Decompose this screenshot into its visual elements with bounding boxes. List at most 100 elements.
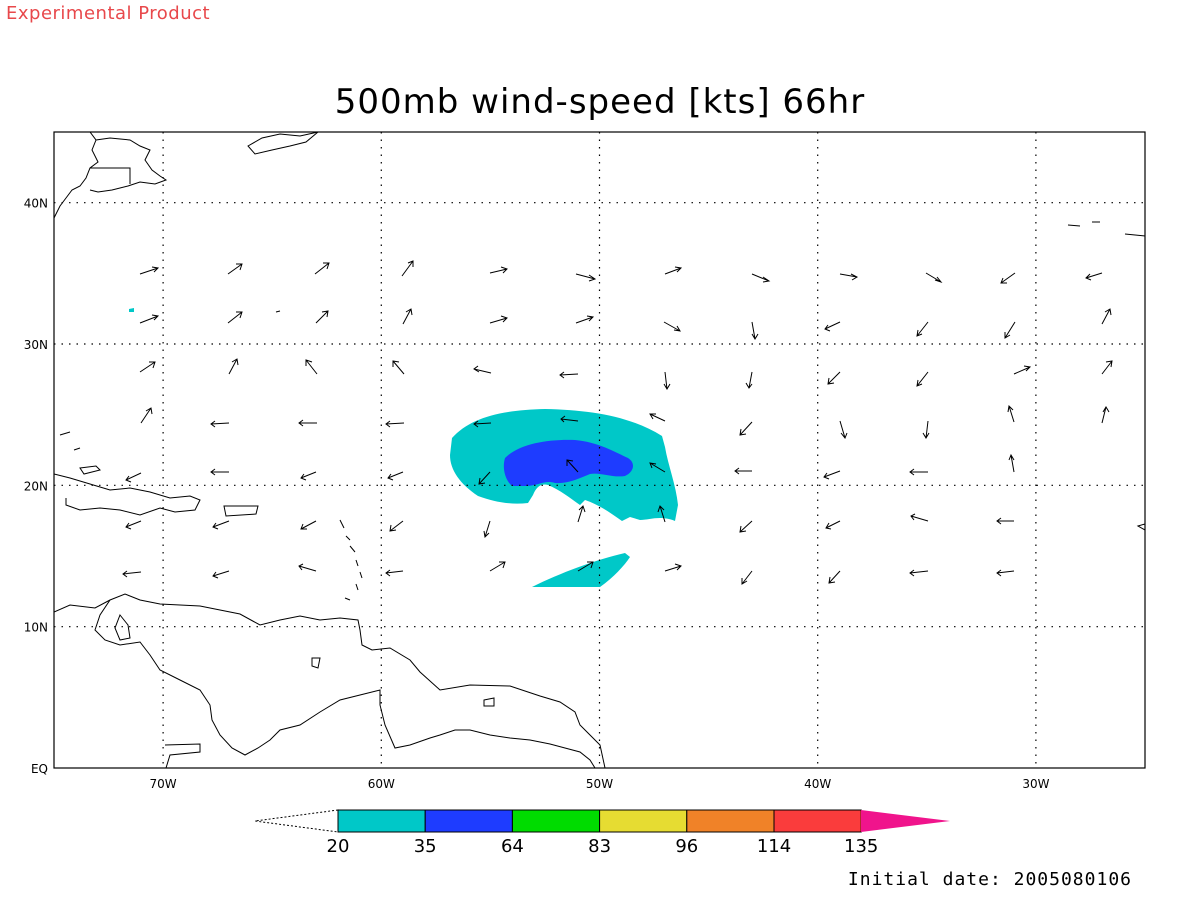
wind-vector bbox=[401, 260, 414, 277]
map-frame bbox=[53, 131, 1146, 769]
initial-date: Initial date: 2005080106 bbox=[847, 869, 1132, 890]
colorbar-box bbox=[773, 809, 862, 833]
wind-vector bbox=[125, 472, 142, 483]
wind-vector bbox=[916, 321, 929, 337]
colorbar-label: 35 bbox=[414, 836, 437, 857]
longitude-labels: 70W 60W 50W 40W 30W bbox=[150, 777, 1050, 791]
lat-tick-label: 30N bbox=[24, 338, 48, 352]
colorbar-label: 96 bbox=[675, 836, 698, 857]
wind-vector bbox=[664, 563, 682, 572]
wind-vector bbox=[910, 513, 929, 522]
wind-vector bbox=[473, 420, 492, 428]
wind-vector bbox=[575, 273, 597, 282]
wind-vector bbox=[1101, 308, 1112, 325]
coast-south-america bbox=[54, 593, 606, 768]
wind-vector bbox=[663, 321, 681, 332]
wind-vector bbox=[649, 413, 666, 422]
lat-tick-label: 10N bbox=[24, 621, 48, 635]
wind-vector bbox=[996, 569, 1015, 577]
lat-tick-label: 40N bbox=[24, 197, 48, 211]
wind-vector bbox=[575, 315, 595, 324]
wind-vector bbox=[210, 420, 230, 428]
wind-vector bbox=[1000, 272, 1016, 284]
wind-vector bbox=[1008, 453, 1015, 473]
wind-vector bbox=[489, 266, 508, 274]
wind-vector bbox=[828, 570, 841, 584]
wind-vector bbox=[139, 361, 156, 373]
coast-trinidad bbox=[311, 657, 321, 669]
wind-vector bbox=[559, 371, 579, 379]
coastlines bbox=[54, 132, 1145, 768]
wind-vector bbox=[577, 561, 594, 572]
wind-vector bbox=[125, 520, 142, 530]
lat-tick-label: EQ bbox=[31, 762, 48, 776]
wind-vector bbox=[212, 570, 230, 579]
wind-vector bbox=[140, 407, 153, 424]
wind-vector bbox=[739, 520, 753, 533]
coast-cuba-hispaniola bbox=[54, 473, 201, 516]
wind-vector bbox=[385, 420, 405, 428]
colorbar-box bbox=[599, 809, 688, 833]
grid-lines bbox=[54, 132, 1145, 768]
wind-vector bbox=[909, 569, 929, 577]
wind-vector bbox=[1013, 365, 1032, 375]
coast-amazon-mouth bbox=[164, 743, 201, 768]
colorbar-box bbox=[686, 809, 775, 833]
wind-vector bbox=[478, 471, 491, 485]
product-label: Experimental Product bbox=[6, 3, 211, 24]
coast-islands-misc bbox=[59, 310, 281, 451]
wind-vectors bbox=[122, 260, 1113, 585]
wind-vector bbox=[298, 563, 317, 572]
lon-tick-label: 70W bbox=[150, 777, 177, 791]
wind-vector bbox=[1007, 404, 1015, 423]
lon-tick-label: 30W bbox=[1022, 777, 1049, 791]
colorbar-under-triangle bbox=[254, 809, 339, 833]
wind-vector bbox=[392, 360, 405, 375]
wind-vector bbox=[402, 308, 413, 325]
colorbar-box bbox=[511, 809, 601, 833]
wind-vector bbox=[734, 467, 752, 475]
wind-vector bbox=[315, 310, 329, 324]
wind-vector bbox=[741, 570, 753, 585]
coast-canada-maritimes bbox=[89, 137, 168, 193]
wind-vector bbox=[925, 272, 943, 284]
wind-vector bbox=[839, 273, 859, 281]
wind-vector bbox=[489, 315, 508, 324]
wind-vector bbox=[227, 263, 243, 275]
wind-vector bbox=[1085, 272, 1103, 281]
wind-vector bbox=[314, 262, 330, 275]
colorbar-label: 64 bbox=[501, 836, 524, 857]
wind-vector bbox=[649, 462, 666, 473]
wind-vector bbox=[298, 419, 317, 427]
colorbar-labels: 20 35 64 83 96 114 135 bbox=[327, 836, 879, 857]
lat-tick-label: 20N bbox=[24, 479, 48, 493]
wind-vector bbox=[577, 505, 586, 523]
wind-vector bbox=[566, 459, 579, 473]
lon-tick-label: 60W bbox=[368, 777, 395, 791]
wind-vector bbox=[824, 321, 841, 332]
wind-vector bbox=[827, 371, 841, 385]
colorbar-box bbox=[424, 809, 513, 833]
coast-newfoundland bbox=[247, 132, 319, 155]
wind-vector bbox=[751, 273, 771, 283]
colorbar-box bbox=[337, 809, 426, 833]
coast-cape-verde bbox=[1136, 523, 1145, 531]
wind-vector bbox=[1101, 406, 1110, 424]
colorbar-label: 135 bbox=[844, 836, 878, 857]
coast-us-northeast bbox=[54, 132, 99, 219]
wind-vector bbox=[385, 569, 404, 577]
wind-vector bbox=[745, 371, 753, 389]
colorbar-label: 83 bbox=[588, 836, 611, 857]
wind-vector bbox=[916, 371, 929, 387]
coast-lesser-antilles bbox=[339, 519, 363, 601]
wind-vector bbox=[389, 520, 404, 532]
wind-vector bbox=[996, 517, 1014, 525]
coast-azores bbox=[1067, 221, 1145, 237]
wind-vector bbox=[210, 468, 229, 476]
wind-vector bbox=[122, 570, 142, 578]
lon-tick-label: 40W bbox=[804, 777, 831, 791]
wind-vector bbox=[228, 358, 239, 375]
wind-vector bbox=[300, 471, 317, 481]
shading-speck bbox=[129, 308, 134, 312]
